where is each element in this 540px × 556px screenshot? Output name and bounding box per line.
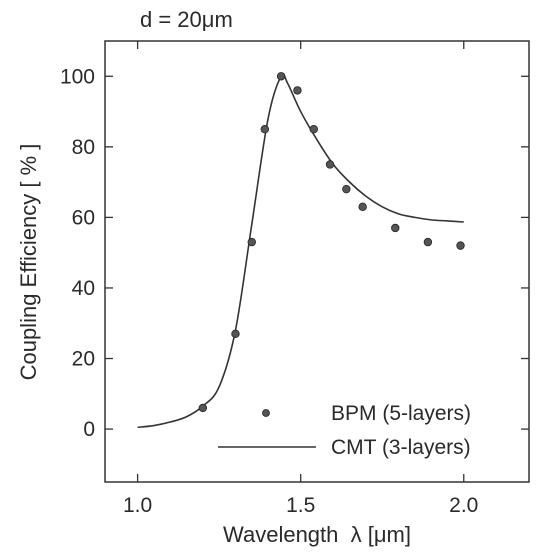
x-tick-label: 2.0: [449, 494, 478, 517]
y-tick-label: 80: [72, 136, 95, 159]
bpm-point: [231, 329, 240, 339]
x-axis-label: Wavelength λ [μm]: [223, 522, 411, 547]
legend: BPM (5-layers) CMT (3-layers): [218, 402, 471, 459]
legend-cmt-label: CMT (3-layers): [331, 436, 471, 459]
cmt-series-line: [137, 73, 464, 429]
bpm-point: [247, 237, 256, 247]
y-tick-label: 100: [60, 65, 95, 88]
bpm-point: [325, 160, 335, 169]
x-axis: 1.0 1.5 2.0: [123, 41, 478, 517]
bpm-point: [391, 223, 400, 233]
y-tick-label: 0: [83, 418, 95, 441]
y-tick-label: 60: [72, 206, 95, 229]
legend-bpm-label: BPM (5-layers): [331, 402, 471, 425]
legend-bpm-marker: [262, 409, 270, 417]
bpm-point: [309, 124, 318, 134]
plot-frame: [104, 40, 530, 483]
x-tick-label: 1.0: [123, 494, 152, 517]
bpm-point: [198, 403, 208, 413]
bpm-point: [276, 72, 286, 81]
bpm-point: [423, 237, 433, 247]
bpm-point: [456, 241, 465, 250]
chart-title: d = 20μm: [140, 7, 233, 32]
bpm-series-points: [198, 72, 465, 413]
bpm-point: [293, 86, 302, 95]
y-tick-label: 20: [72, 348, 95, 371]
y-axis: 0 20 40 60 80 100: [60, 65, 529, 441]
y-axis-label: Coupling Efficiency [ % ]: [16, 144, 41, 381]
bpm-point: [342, 184, 351, 194]
bpm-point: [358, 202, 367, 212]
bpm-point: [260, 124, 270, 134]
x-tick-label: 1.5: [286, 494, 315, 517]
y-tick-label: 40: [72, 277, 95, 300]
